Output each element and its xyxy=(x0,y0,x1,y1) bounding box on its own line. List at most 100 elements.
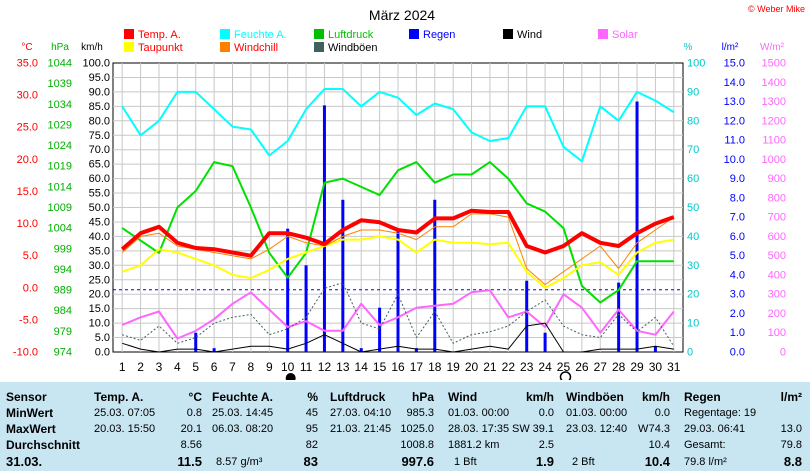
stats-col-rain: Regen l/m² Regentage: 19 29.03. 06:41 13… xyxy=(684,382,802,471)
axis-ticks: 35.0 30.0 25.0 20.0 15.0 10.0 5.0 0.0 -5.0 -10.0 1… xyxy=(13,58,786,359)
x-tick-label: 1 xyxy=(119,360,126,374)
axis-tick-wind: 65.0 xyxy=(89,159,110,171)
temp-unit: °C xyxy=(188,390,202,404)
rain-bar xyxy=(194,332,198,352)
x-tick-label: 11 xyxy=(300,360,313,374)
pressure-unit: hPa xyxy=(411,390,434,404)
pressure-min: 985.3 xyxy=(406,407,434,419)
axis-tick-pressure: 979 xyxy=(54,326,72,338)
humidity-title: Feuchte A. xyxy=(212,390,273,404)
axis-tick-humidity: 0 xyxy=(687,347,693,359)
series-lines xyxy=(120,88,675,353)
axis-tick-wind: 50.0 xyxy=(89,202,110,214)
axis-tick-wind: 95.0 xyxy=(89,72,110,84)
rain-days: Regentage: 19 xyxy=(684,407,757,419)
x-tick-label: 18 xyxy=(428,360,442,374)
legend-label: Feuchte A. xyxy=(234,29,287,41)
full-moon-icon xyxy=(559,371,572,380)
rain-bar xyxy=(414,348,418,352)
legend-swatch xyxy=(220,29,230,39)
series-line xyxy=(121,289,675,340)
axis-tick-rain: 0.0 xyxy=(730,347,745,359)
pressure-title: Luftdruck xyxy=(330,390,386,404)
axis-tick-temp: -5.0 xyxy=(19,314,38,326)
axis-tick-rain: 13.0 xyxy=(724,96,745,108)
legend-label: Windchill xyxy=(234,42,278,54)
axis-tick-solar: 1100 xyxy=(762,135,786,147)
axis-tick-pressure: 1019 xyxy=(48,161,72,173)
pressure-max-time: 21.03. 21:45 xyxy=(330,423,392,435)
axis-tick-humidity: 80 xyxy=(687,115,699,127)
gust-min: 0.0 xyxy=(654,407,670,419)
rain-bar xyxy=(617,282,621,352)
gust-unit: km/h xyxy=(641,390,670,404)
axis-tick-pressure: 1014 xyxy=(48,181,72,193)
x-tick-label: 10 xyxy=(281,360,295,374)
axis-tick-pressure: 1044 xyxy=(48,58,72,70)
axis-tick-wind: 45.0 xyxy=(89,216,110,228)
axis-tick-solar: 900 xyxy=(768,173,786,185)
x-tick-label: 15 xyxy=(373,360,387,374)
x-tick-label: 4 xyxy=(174,360,181,374)
axis-tick-rain: 4.0 xyxy=(730,269,745,281)
series-line xyxy=(121,161,674,304)
legend-swatch xyxy=(314,29,324,39)
axis-tick-solar: 1500 xyxy=(762,58,786,70)
axis-tick-solar: 1400 xyxy=(762,77,786,89)
legend: Temp. A. Feuchte A. Luftdruck Regen Wind Sola… xyxy=(124,29,638,54)
x-axis-ticks: 1 2 3 4 5 6 7 8 9 10 11 12 13 14 15 16 17 18 19 20 21 22 23 24 2… xyxy=(119,360,681,374)
legend-swatch xyxy=(314,42,324,52)
legend-label: Taupunkt xyxy=(138,42,183,54)
x-tick-label: 16 xyxy=(391,360,405,374)
wind-max-dir: SW xyxy=(512,423,530,435)
axis-unit-pressure: hPa xyxy=(51,42,69,53)
axis-tick-pressure: 974 xyxy=(54,347,72,359)
rain-bar xyxy=(525,280,529,352)
axis-tick-solar: 1300 xyxy=(762,96,786,108)
axis-tick-solar: 1000 xyxy=(762,154,786,166)
x-tick-label: 2 xyxy=(137,360,144,374)
axis-tick-pressure: 1039 xyxy=(48,78,72,90)
axis-tick-rain: 9.0 xyxy=(730,173,745,185)
x-tick-label: 22 xyxy=(502,360,516,374)
axis-tick-wind: 20.0 xyxy=(89,289,110,301)
gust-min-time: 01.03. 00:00 xyxy=(566,407,628,419)
axis-unit-rain: l/m² xyxy=(722,42,739,53)
wind-max: 39.1 xyxy=(532,423,554,435)
axis-tick-temp: 25.0 xyxy=(17,122,38,134)
rain-total: 79.8 xyxy=(780,439,802,451)
axis-tick-humidity: 10 xyxy=(687,318,699,330)
rain-current: 8.8 xyxy=(783,454,802,469)
series-line xyxy=(120,208,675,258)
legend-label: Temp. A. xyxy=(138,29,181,41)
axis-tick-rain: 6.0 xyxy=(730,231,745,243)
axis-tick-wind: 0.0 xyxy=(95,347,110,359)
stats-col-pressure: Luftdruck hPa 27.03. 04:10 985.3 21.03. … xyxy=(330,382,434,471)
axis-tick-wind: 15.0 xyxy=(89,303,110,315)
legend-swatch xyxy=(409,29,419,39)
stats-col-gust: Windböen km/h 01.03. 00:00 0.0 23.03. 12… xyxy=(566,382,670,471)
legend-swatch xyxy=(220,42,230,52)
x-tick-label: 20 xyxy=(465,360,479,374)
rain-bar xyxy=(378,307,382,352)
axis-tick-humidity: 90 xyxy=(687,86,699,98)
axis-tick-rain: 5.0 xyxy=(730,250,745,262)
gust-max-time: 23.03. 12:40 xyxy=(566,423,628,435)
rain-bar xyxy=(653,346,657,352)
x-tick-label: 27 xyxy=(594,360,608,374)
legend-swatch xyxy=(503,29,513,39)
rain-bar xyxy=(286,228,290,352)
rain-bar xyxy=(359,348,363,352)
gust-max: 74.3 xyxy=(648,423,670,435)
axis-tick-humidity: 40 xyxy=(687,231,699,243)
axis-tick-wind: 40.0 xyxy=(89,231,110,243)
humidity-current: 83 xyxy=(303,454,318,469)
humidity-min: 45 xyxy=(305,407,318,419)
series-line xyxy=(121,235,674,289)
rain-max: 13.0 xyxy=(780,423,802,435)
axis-tick-temp: -10.0 xyxy=(13,347,38,359)
moon-phases xyxy=(285,371,572,380)
pressure-max: 1025.0 xyxy=(400,423,434,435)
grid-lines xyxy=(113,63,683,352)
x-tick-label: 14 xyxy=(355,360,369,374)
